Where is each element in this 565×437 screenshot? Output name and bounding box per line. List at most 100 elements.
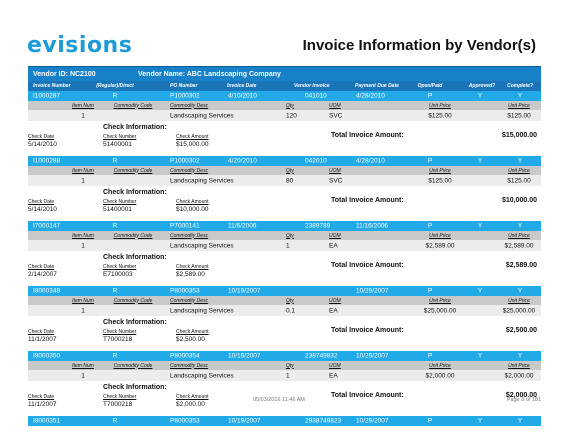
column-header: Open/Paid bbox=[417, 83, 443, 89]
item-column-label: Unit Price bbox=[429, 232, 451, 239]
item-column-label: Item Num bbox=[72, 297, 94, 304]
invoice-date: 10/19/2007 bbox=[228, 352, 261, 360]
item-desc: Landscaping Services bbox=[170, 177, 234, 184]
check-date: 5/14/2010 bbox=[28, 141, 57, 148]
check-number: T7000218 bbox=[103, 336, 133, 343]
item-column-header: Commodity Desc bbox=[170, 363, 208, 369]
item-ext-price: $125.00 bbox=[507, 112, 531, 119]
item-column-label: Unit Price bbox=[429, 102, 451, 109]
item-num: 1 bbox=[81, 177, 85, 184]
check-amount: $2,589.00 bbox=[176, 271, 205, 278]
item-column-label: UOM bbox=[329, 297, 341, 304]
invoice-report: Vendor ID: NC2100 Vendor Name: ABC Lands… bbox=[28, 66, 541, 426]
total-invoice-label: Total Invoice Amount: bbox=[331, 327, 404, 334]
item-column-headers: Item Num Commodity Code Commodity Desc Qty U… bbox=[28, 166, 541, 175]
item-row: 1 Landscaping Services 1 EA $2,000.00 $2,000.… bbox=[28, 370, 541, 381]
item-column-label: Qty bbox=[286, 297, 294, 304]
check-info-title: Check Information: bbox=[103, 384, 167, 391]
invoice-row: I1000288 R P1000302 4/20/2010 042010 4/28/201… bbox=[28, 156, 541, 166]
invoice-type: R bbox=[112, 157, 118, 165]
evisions-logo: evisions bbox=[27, 33, 133, 58]
item-column-header: Qty bbox=[286, 233, 294, 239]
item-column-label: Unit Price bbox=[429, 362, 451, 369]
item-num: 1 bbox=[81, 242, 85, 249]
item-column-header: Item Num bbox=[72, 298, 94, 304]
check-date: 11/1/2007 bbox=[28, 336, 57, 343]
item-unit-price: $2,000.00 bbox=[425, 372, 455, 379]
check-date: 5/14/2010 bbox=[28, 206, 57, 213]
total-invoice-amount: $15,000.00 bbox=[501, 132, 537, 139]
item-column-label: UOM bbox=[329, 232, 341, 239]
item-column-label: Commodity Code bbox=[113, 102, 153, 109]
item-column-header: Item Num bbox=[72, 363, 94, 369]
item-uom: EA bbox=[329, 307, 338, 314]
check-amount-label: Check Amount bbox=[176, 134, 209, 140]
item-uom: SVC bbox=[329, 177, 343, 184]
item-column-label: Unit Price bbox=[429, 297, 451, 304]
check-number: E7100003 bbox=[103, 271, 133, 278]
invoice-po: P8000353 bbox=[170, 417, 200, 425]
total-invoice-amount: $2,000.00 bbox=[505, 392, 537, 399]
item-column-headers: Item Num Commodity Code Commodity Desc Qty U… bbox=[28, 296, 541, 305]
item-ext-price: $125.00 bbox=[507, 177, 531, 184]
item-desc: Landscaping Services bbox=[170, 112, 234, 119]
invoice-invoice: I1000287 bbox=[33, 92, 61, 100]
item-column-header: Item Num bbox=[72, 233, 94, 239]
check-information: Check Information: Check Date Check Number… bbox=[28, 186, 541, 221]
invoice-approved: Y bbox=[477, 287, 483, 295]
item-qty: 120 bbox=[286, 112, 297, 119]
column-header: Approved? bbox=[468, 83, 496, 89]
item-desc: Landscaping Services bbox=[170, 242, 234, 249]
invoice-due: 10/29/2007 bbox=[356, 352, 389, 360]
invoice-complete: Y bbox=[517, 417, 523, 425]
check-information: Check Information: Check Date Check Number… bbox=[28, 316, 541, 351]
invoice-row: I8000349 R P8000353 10/19/2007 10/29/2007 P Y Y bbox=[28, 286, 541, 296]
check-number-label: Check Number bbox=[103, 199, 137, 205]
invoice-row: I8000350 R P8000354 10/19/2007 238749832 10/2… bbox=[28, 351, 541, 361]
item-desc: Landscaping Services bbox=[170, 372, 234, 379]
invoice-vendor-inv: 2389789 bbox=[305, 222, 331, 230]
item-unit-price: $2,589.00 bbox=[425, 242, 455, 249]
invoice-row: I1000287 R P1000302 4/10/2010 041010 4/28/201… bbox=[28, 91, 541, 101]
vendor-name: Vendor Name: ABC Landscaping Company bbox=[138, 70, 281, 78]
invoice-vendor-inv: 2938749823 bbox=[305, 417, 342, 425]
invoice-status: P bbox=[427, 287, 433, 295]
item-unit-price: $125.00 bbox=[428, 177, 452, 184]
check-number: 51400001 bbox=[103, 141, 132, 148]
invoice-due: 10/29/2007 bbox=[356, 287, 389, 295]
column-header: Invoice Date bbox=[227, 83, 257, 89]
item-column-header: Commodity Code bbox=[114, 103, 153, 109]
invoice-type: R bbox=[112, 222, 118, 230]
item-row: 1 Landscaping Services 120 SVC $125.00 $125.0… bbox=[28, 110, 541, 121]
invoice-complete: Y bbox=[517, 157, 523, 165]
check-info-title: Check Information: bbox=[103, 189, 167, 196]
item-unit-price: $125.00 bbox=[428, 112, 452, 119]
item-column-label: Item Num bbox=[72, 362, 94, 369]
total-invoice-label: Total Invoice Amount: bbox=[331, 197, 404, 204]
vendor-header: Vendor ID: NC2100 Vendor Name: ABC Lands… bbox=[28, 66, 541, 81]
invoice-invoice: I1000288 bbox=[33, 157, 61, 165]
invoice-type: R bbox=[112, 287, 118, 295]
invoice-date: 4/20/2010 bbox=[228, 157, 257, 165]
invoice-invoice: I7000147 bbox=[33, 222, 61, 230]
item-column-header: Commodity Desc bbox=[170, 168, 208, 174]
item-column-header: Commodity Code bbox=[114, 233, 153, 239]
check-date-label: Check Date bbox=[28, 394, 55, 400]
item-column-header: Commodity Code bbox=[114, 168, 153, 174]
item-column-header: UOM bbox=[329, 298, 341, 304]
check-date-label: Check Date bbox=[28, 329, 55, 335]
item-column-label: Commodity Code bbox=[113, 297, 153, 304]
total-invoice-label: Total Invoice Amount: bbox=[331, 262, 404, 269]
check-information: Check Information: Check Date Check Number… bbox=[28, 251, 541, 286]
total-invoice-amount: $2,589.00 bbox=[505, 262, 537, 269]
item-column-header: Unit Price bbox=[508, 233, 530, 239]
invoice-invoice: I8000351 bbox=[33, 417, 61, 425]
check-info-title: Check Information: bbox=[103, 319, 167, 326]
item-column-header: Qty bbox=[286, 168, 294, 174]
invoice-type: R bbox=[112, 352, 118, 360]
item-column-headers: Item Num Commodity Code Commodity Desc Qty U… bbox=[28, 231, 541, 240]
item-num: 1 bbox=[81, 372, 85, 379]
item-uom: EA bbox=[329, 372, 338, 379]
invoice-date: 10/19/2007 bbox=[228, 417, 261, 425]
invoice-date: 4/10/2010 bbox=[228, 92, 257, 100]
